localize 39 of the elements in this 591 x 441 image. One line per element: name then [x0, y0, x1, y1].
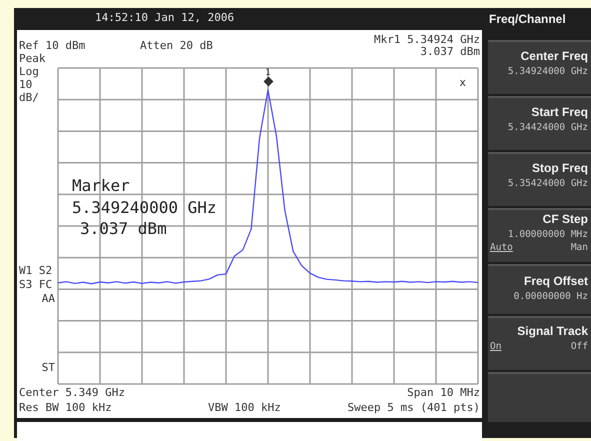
text: S3 FC [19, 278, 52, 291]
text: VBW 100 kHz [208, 401, 281, 414]
text: Freq Offset [524, 274, 588, 288]
text: 1.00000000 MHz [508, 229, 588, 240]
text: Span 10 MHz [407, 386, 480, 399]
text: Ref 10 dBm [19, 39, 86, 52]
text: 10 [19, 78, 32, 91]
text: 1 [265, 68, 271, 78]
text: On [490, 341, 502, 352]
text: 14:52:10 Jan 12, 2006 [95, 11, 234, 24]
text: x [459, 76, 466, 89]
text: 5.34924000 GHz [508, 66, 588, 77]
text: Log [19, 65, 39, 78]
text: Center Freq [520, 49, 588, 63]
text: Res BW 100 kHz [19, 401, 112, 414]
text: Man [570, 242, 588, 253]
text: Atten 20 dB [140, 39, 213, 52]
text: AA [42, 292, 55, 305]
text: ST [42, 361, 55, 374]
annotation: 3.037 dBm [80, 219, 167, 238]
text: Signal Track [517, 324, 588, 338]
text: dB/ [19, 91, 39, 104]
text: Auto [490, 242, 513, 253]
text: 0.00000000 Hz [514, 291, 588, 302]
text: 3.037 dBm [420, 45, 480, 58]
text: Off [570, 341, 588, 352]
annotation: 5.349240000 GHz [72, 198, 216, 217]
text: 5.35424000 GHz [508, 178, 588, 189]
annotation: Marker [72, 176, 130, 195]
text: Stop Freq [532, 161, 588, 175]
text: Start Freq [531, 105, 588, 119]
text: Center 5.349 GHz [19, 386, 125, 399]
text: 5.34424000 GHz [508, 122, 588, 133]
text: Freq/Channel [489, 12, 566, 26]
text: Peak [19, 52, 46, 65]
text: W1 S2 [19, 264, 52, 277]
text: CF Step [542, 212, 588, 226]
text: Sweep 5 ms (401 pts) [348, 401, 480, 414]
text: Mkr1 5.34924 GHz [374, 33, 480, 46]
